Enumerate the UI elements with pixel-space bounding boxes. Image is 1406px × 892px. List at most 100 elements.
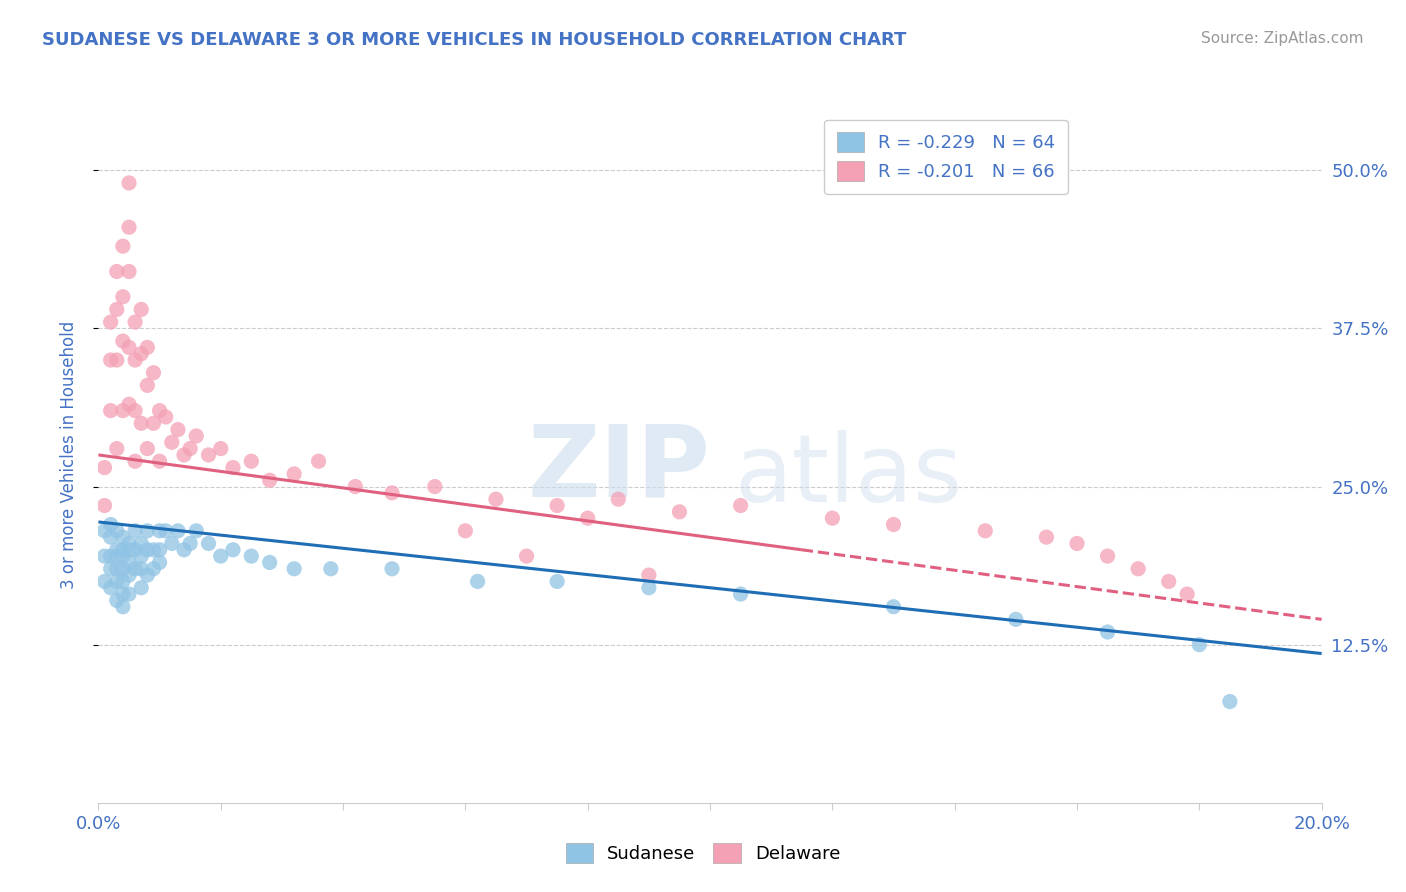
Point: [142, 366, 165, 380]
Text: ZIP: ZIP: [527, 420, 710, 517]
Point: [240, 454, 263, 468]
Point: [283, 562, 305, 576]
Point: [111, 290, 134, 304]
Point: [454, 524, 477, 538]
Text: atlas: atlas: [734, 430, 963, 522]
Point: [111, 587, 134, 601]
Point: [1004, 612, 1026, 626]
Point: [883, 599, 905, 614]
Point: [576, 511, 599, 525]
Point: [149, 556, 172, 570]
Point: [118, 542, 141, 557]
Point: [124, 403, 146, 417]
Point: [179, 442, 201, 456]
Point: [821, 511, 844, 525]
Point: [111, 562, 134, 576]
Point: [129, 562, 152, 576]
Point: [105, 549, 128, 563]
Point: [1128, 562, 1150, 576]
Point: [149, 454, 172, 468]
Point: [467, 574, 489, 589]
Point: [240, 549, 263, 563]
Point: [100, 549, 122, 563]
Point: [222, 460, 245, 475]
Point: [111, 549, 134, 563]
Point: [118, 176, 141, 190]
Point: [136, 378, 159, 392]
Point: [136, 568, 159, 582]
Point: [607, 492, 630, 507]
Point: [124, 315, 146, 329]
Point: [105, 264, 128, 278]
Point: [105, 353, 128, 368]
Point: [259, 556, 281, 570]
Point: [100, 581, 122, 595]
Point: [516, 549, 538, 563]
Point: [129, 417, 152, 431]
Point: [197, 536, 219, 550]
Legend: R = -0.229   N = 64, R = -0.201   N = 66: R = -0.229 N = 64, R = -0.201 N = 66: [824, 120, 1069, 194]
Legend: Sudanese, Delaware: Sudanese, Delaware: [555, 832, 851, 874]
Point: [209, 549, 232, 563]
Point: [179, 536, 201, 550]
Point: [136, 542, 159, 557]
Point: [129, 536, 152, 550]
Point: [730, 499, 752, 513]
Point: [167, 423, 190, 437]
Point: [637, 581, 661, 595]
Point: [974, 524, 997, 538]
Point: [167, 524, 190, 538]
Point: [149, 403, 172, 417]
Point: [319, 562, 342, 576]
Point: [546, 499, 568, 513]
Point: [142, 417, 165, 431]
Point: [186, 429, 208, 443]
Point: [111, 574, 134, 589]
Point: [136, 442, 159, 456]
Point: [1188, 638, 1211, 652]
Point: [149, 542, 172, 557]
Point: [118, 264, 141, 278]
Point: [883, 517, 905, 532]
Point: [1175, 587, 1198, 601]
Point: [149, 524, 172, 538]
Point: [93, 524, 115, 538]
Point: [129, 302, 152, 317]
Point: [105, 442, 128, 456]
Point: [1066, 536, 1088, 550]
Text: SUDANESE VS DELAWARE 3 OR MORE VEHICLES IN HOUSEHOLD CORRELATION CHART: SUDANESE VS DELAWARE 3 OR MORE VEHICLES …: [42, 31, 907, 49]
Point: [129, 581, 152, 595]
Point: [668, 505, 690, 519]
Point: [160, 536, 183, 550]
Point: [197, 448, 219, 462]
Point: [129, 347, 152, 361]
Point: [485, 492, 508, 507]
Point: [546, 574, 568, 589]
Point: [381, 486, 404, 500]
Point: [136, 524, 159, 538]
Point: [1157, 574, 1180, 589]
Point: [124, 454, 146, 468]
Point: [100, 403, 122, 417]
Point: [344, 479, 367, 493]
Point: [222, 542, 245, 557]
Point: [111, 239, 134, 253]
Point: [124, 524, 146, 538]
Point: [100, 517, 122, 532]
Point: [1035, 530, 1057, 544]
Point: [155, 524, 177, 538]
Point: [259, 473, 281, 487]
Point: [118, 587, 141, 601]
Point: [136, 340, 159, 354]
Point: [105, 524, 128, 538]
Point: [142, 562, 165, 576]
Point: [118, 220, 141, 235]
Point: [155, 409, 177, 424]
Point: [100, 530, 122, 544]
Point: [1097, 625, 1119, 640]
Point: [111, 599, 134, 614]
Point: [105, 542, 128, 557]
Point: [111, 530, 134, 544]
Point: [93, 499, 115, 513]
Point: [118, 556, 141, 570]
